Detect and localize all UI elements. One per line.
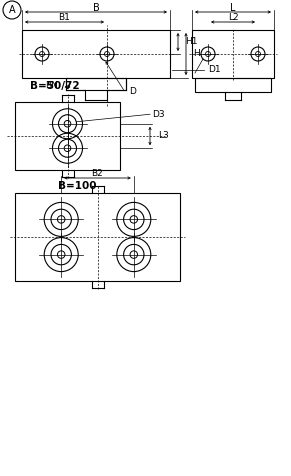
Bar <box>66 78 126 90</box>
Text: B1: B1 <box>58 13 70 22</box>
Text: B=100: B=100 <box>58 181 97 191</box>
Bar <box>195 78 271 92</box>
Text: H1: H1 <box>185 38 198 47</box>
Text: B: B <box>93 3 99 13</box>
Bar <box>15 193 180 281</box>
Text: B=50/72: B=50/72 <box>30 81 80 91</box>
Bar <box>192 30 274 78</box>
Text: B2: B2 <box>92 169 103 178</box>
Text: L: L <box>230 3 236 13</box>
Text: D3: D3 <box>152 110 165 119</box>
Text: A: A <box>9 5 15 15</box>
Text: D1: D1 <box>208 66 221 75</box>
Bar <box>15 102 120 170</box>
Text: BN: BN <box>46 81 58 90</box>
Bar <box>22 30 170 78</box>
Text: L2: L2 <box>228 13 238 22</box>
Text: H: H <box>193 50 200 59</box>
Text: D: D <box>129 88 136 97</box>
Text: L3: L3 <box>158 131 169 140</box>
